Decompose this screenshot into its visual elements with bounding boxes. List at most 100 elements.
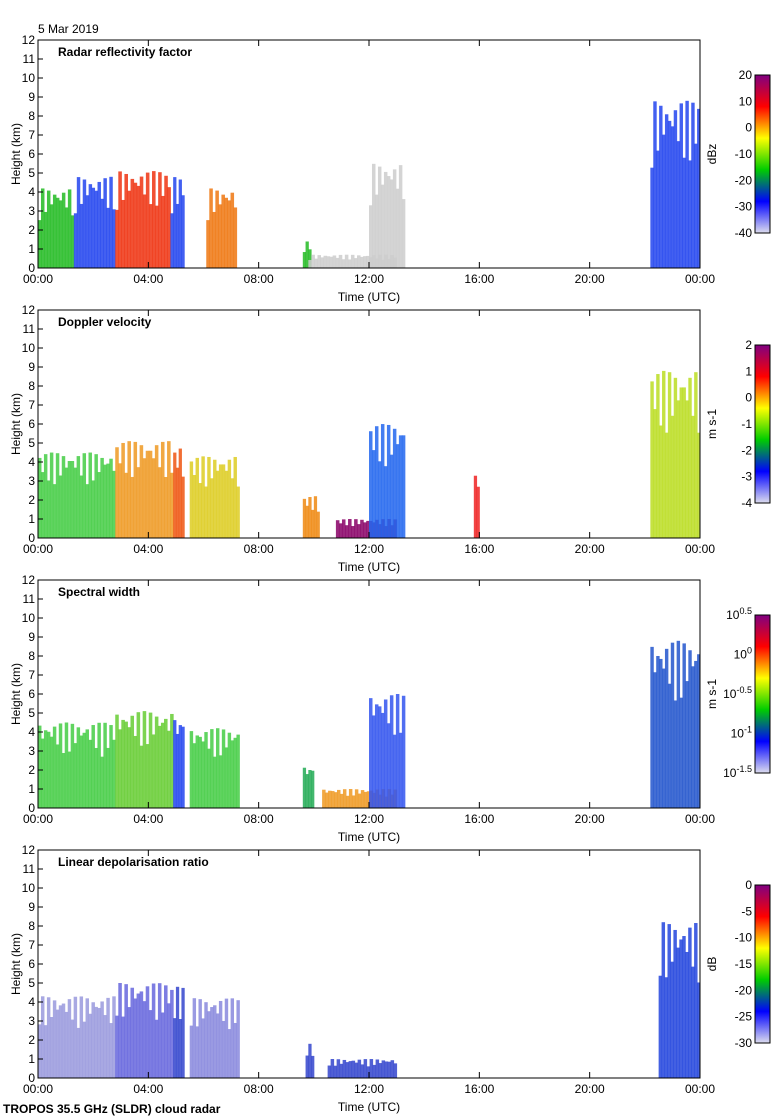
echo-column (371, 163, 376, 268)
echo-column (178, 725, 182, 808)
echo-column (133, 182, 138, 268)
echo-column (650, 646, 654, 808)
echo-column (100, 198, 104, 268)
echo-column (341, 519, 346, 538)
colorbar-tick-label: -4 (741, 496, 752, 510)
echo-column (369, 1059, 374, 1078)
echo-column (697, 108, 701, 269)
echo-column (386, 723, 391, 808)
echo-column (317, 255, 321, 268)
echo-column (88, 739, 92, 808)
echo-column (667, 683, 672, 808)
echo-column (148, 204, 153, 268)
echo-column (401, 199, 406, 268)
echo-column (363, 256, 367, 268)
echo-column (97, 181, 101, 268)
echo-column (227, 1029, 232, 1078)
echo-column (230, 740, 235, 808)
echo-column (342, 1059, 347, 1078)
echo-column (136, 467, 141, 538)
echo-column (305, 1055, 309, 1078)
x-tick-label: 16:00 (464, 1082, 494, 1096)
y-tick-label: 11 (23, 52, 36, 66)
echo-column (195, 735, 199, 808)
x-tick-label: 20:00 (575, 812, 605, 826)
echo-column (178, 179, 182, 268)
echo-column (401, 435, 406, 538)
echo-column (215, 190, 219, 268)
echo-column (207, 1011, 211, 1078)
echo-column (198, 736, 202, 808)
echo-column (338, 523, 343, 538)
echo-column (73, 467, 78, 538)
echo-column (302, 252, 307, 268)
echo-column (215, 1013, 220, 1078)
panel-title: Spectral width (58, 585, 140, 599)
echo-column (55, 453, 60, 538)
echo-column (106, 997, 110, 1078)
panel-title: Radar reflectivity factor (58, 45, 192, 59)
echo-column (679, 939, 683, 1078)
echo-column (650, 167, 654, 268)
echo-column (218, 204, 222, 268)
y-tick-label: 3 (28, 744, 35, 758)
echo-column (43, 730, 48, 808)
echo-column (667, 120, 672, 269)
echo-column (207, 456, 211, 538)
colorbar-tick-label: -10 (735, 147, 753, 161)
x-tick-label: 00:00 (685, 1082, 715, 1096)
echo-column (390, 1060, 395, 1078)
colorbar-tick-label: -30 (735, 1036, 753, 1050)
echo-column (164, 718, 168, 808)
echo-column (685, 681, 689, 808)
echo-column (91, 187, 96, 268)
echo-column (145, 450, 150, 538)
echo-column (58, 1005, 63, 1078)
echo-column (316, 511, 320, 538)
echo-column (64, 1011, 69, 1078)
echo-column (121, 1016, 125, 1078)
echo-column (82, 732, 87, 808)
echo-column (233, 737, 237, 808)
echo-column (167, 730, 171, 808)
echo-column (157, 467, 162, 538)
echo-column (73, 213, 78, 268)
y-tick-label: 7 (28, 938, 35, 952)
echo-column (650, 381, 654, 538)
colorbar-tick-label: -30 (735, 200, 753, 214)
colorbar-tick-label: 10-1 (731, 725, 752, 741)
echo-column (204, 732, 208, 808)
echo-column (85, 195, 90, 268)
echo-column (204, 486, 208, 538)
echo-column (67, 751, 72, 808)
echo-column (70, 723, 75, 808)
x-tick-label: 12:00 (354, 272, 384, 286)
x-tick-label: 08:00 (244, 1082, 274, 1096)
echo-column (46, 731, 51, 808)
echo-column (380, 424, 385, 538)
echo-column (79, 475, 84, 538)
echo-column (473, 475, 478, 538)
echo-column (656, 374, 660, 538)
x-axis-label: Time (UTC) (338, 290, 400, 304)
echo-column (366, 1066, 371, 1078)
echo-column (157, 983, 162, 1078)
echo-column (40, 472, 45, 538)
echo-column (345, 795, 350, 808)
echo-column (688, 927, 692, 1078)
echo-column (233, 207, 238, 268)
echo-column (204, 1002, 208, 1078)
colorbar-tick-label: -25 (735, 1010, 753, 1024)
echo-column (330, 1059, 335, 1078)
colorbar (754, 884, 771, 1044)
echo-column (136, 185, 141, 268)
echo-column (682, 936, 686, 1078)
echo-column (374, 704, 379, 808)
x-tick-label: 16:00 (464, 542, 494, 556)
echo-column (302, 767, 307, 808)
echo-column (673, 377, 678, 538)
echo-column (682, 387, 686, 538)
echo-column (43, 454, 48, 538)
colorbar-label: m s-1 (705, 409, 719, 439)
echo-column (106, 747, 110, 808)
